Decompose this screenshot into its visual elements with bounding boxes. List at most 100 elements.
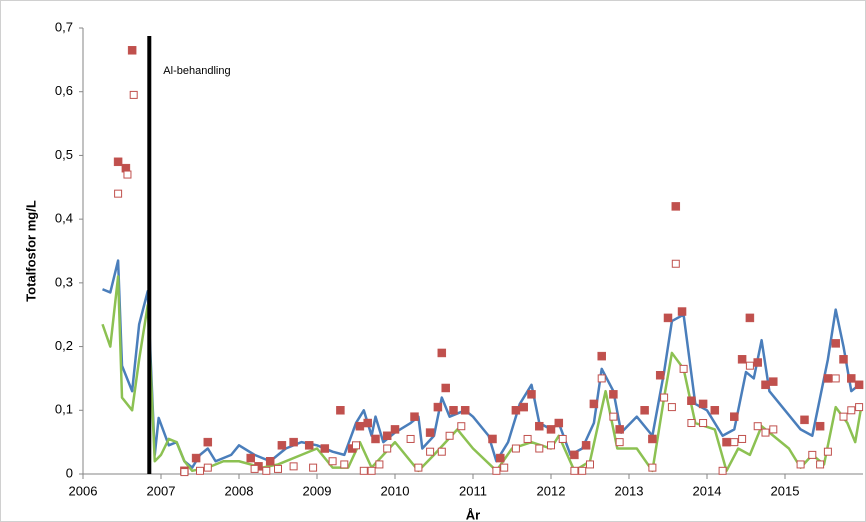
y-tick-label: 0,4	[55, 211, 73, 226]
filled-marker	[737, 355, 747, 364]
filled-marker	[581, 441, 591, 450]
y-tick-label: 0,1	[55, 402, 73, 417]
open-marker	[615, 438, 624, 447]
open-marker	[274, 464, 282, 473]
open-marker	[414, 463, 423, 472]
x-axis-title: År	[466, 507, 480, 522]
filled-marker	[677, 307, 687, 316]
open-marker	[289, 462, 298, 471]
y-tick-label: 0,6	[55, 83, 73, 98]
open-marker	[383, 444, 392, 453]
filled-marker	[203, 437, 213, 447]
open-marker	[558, 434, 567, 443]
open-marker	[808, 450, 817, 459]
open-marker	[375, 460, 384, 469]
filled-marker	[371, 434, 380, 444]
open-marker	[738, 434, 747, 443]
filled-marker	[753, 358, 762, 367]
y-tick-label: 0,7	[55, 19, 73, 34]
open-marker	[730, 438, 739, 447]
y-tick-label: 0,3	[55, 274, 73, 289]
open-marker	[406, 434, 415, 443]
filled-marker	[546, 425, 556, 434]
filled-marker	[425, 428, 435, 437]
open-marker	[523, 434, 532, 443]
x-tick-label: 2006	[69, 483, 98, 498]
filled-marker	[535, 421, 544, 431]
open-marker	[839, 412, 848, 421]
filled-marker	[511, 406, 521, 415]
line-series	[101, 275, 862, 473]
x-tick-label: 2011	[459, 483, 487, 498]
filled-marker	[304, 441, 314, 450]
filled-marker	[488, 434, 497, 444]
open-marker	[796, 460, 805, 469]
open-marker	[671, 259, 680, 268]
open-marker	[699, 419, 708, 428]
open-marker	[547, 441, 555, 450]
filled-marker	[449, 406, 458, 415]
open-marker	[309, 463, 318, 472]
open-marker	[753, 422, 762, 431]
filled-marker	[800, 415, 809, 425]
x-tick-label: 2014	[693, 483, 722, 498]
filled-marker	[265, 457, 275, 466]
open-marker	[340, 460, 349, 469]
open-marker	[352, 441, 360, 450]
open-marker	[196, 466, 204, 475]
filled-marker	[671, 202, 681, 211]
open-marker	[123, 170, 132, 179]
open-marker	[500, 463, 509, 472]
open-marker	[359, 466, 368, 475]
filled-marker	[390, 425, 400, 434]
annotation-label: Al-behandling	[163, 65, 230, 77]
filled-marker	[761, 380, 770, 390]
open-marker	[769, 425, 778, 434]
x-tick-label: 2010	[381, 483, 410, 498]
filled-marker	[289, 437, 298, 447]
filled-marker	[815, 421, 825, 431]
filled-marker	[823, 374, 833, 383]
filled-marker	[687, 396, 696, 405]
open-marker	[367, 466, 376, 475]
open-marker	[679, 364, 688, 373]
open-marker	[426, 447, 435, 456]
filled-marker	[589, 399, 599, 409]
filled-marker	[710, 406, 720, 415]
open-marker	[660, 393, 669, 402]
open-marker	[609, 412, 618, 421]
open-marker	[457, 422, 466, 431]
filled-marker	[615, 425, 624, 434]
filled-marker	[246, 453, 255, 463]
filled-marker	[730, 412, 739, 421]
open-marker	[535, 444, 544, 453]
open-marker	[855, 403, 864, 412]
filled-marker	[382, 431, 392, 441]
y-tick-label: 0,5	[55, 147, 73, 162]
open-marker	[823, 447, 832, 456]
filled-marker	[496, 453, 505, 463]
filled-marker	[847, 374, 856, 383]
filled-marker	[127, 46, 137, 55]
open-marker	[586, 460, 594, 469]
y-axis-title: Totalfosfor mg/L	[23, 200, 38, 302]
x-tick-label: 2007	[147, 483, 176, 498]
open-marker	[816, 460, 825, 469]
y-tick-label: 0	[66, 465, 73, 480]
filled-marker	[441, 383, 450, 393]
filled-marker	[191, 453, 201, 463]
open-marker	[250, 464, 259, 473]
open-marker	[745, 361, 754, 370]
open-marker	[667, 403, 676, 412]
filled-marker	[113, 157, 123, 167]
filled-marker	[640, 406, 649, 415]
filled-marker	[831, 339, 840, 348]
filled-marker	[839, 355, 848, 364]
open-marker	[648, 463, 657, 472]
filled-marker	[527, 390, 536, 399]
x-tick-label: 2009	[303, 483, 332, 498]
open-marker	[114, 189, 123, 198]
filled-marker	[769, 377, 778, 386]
